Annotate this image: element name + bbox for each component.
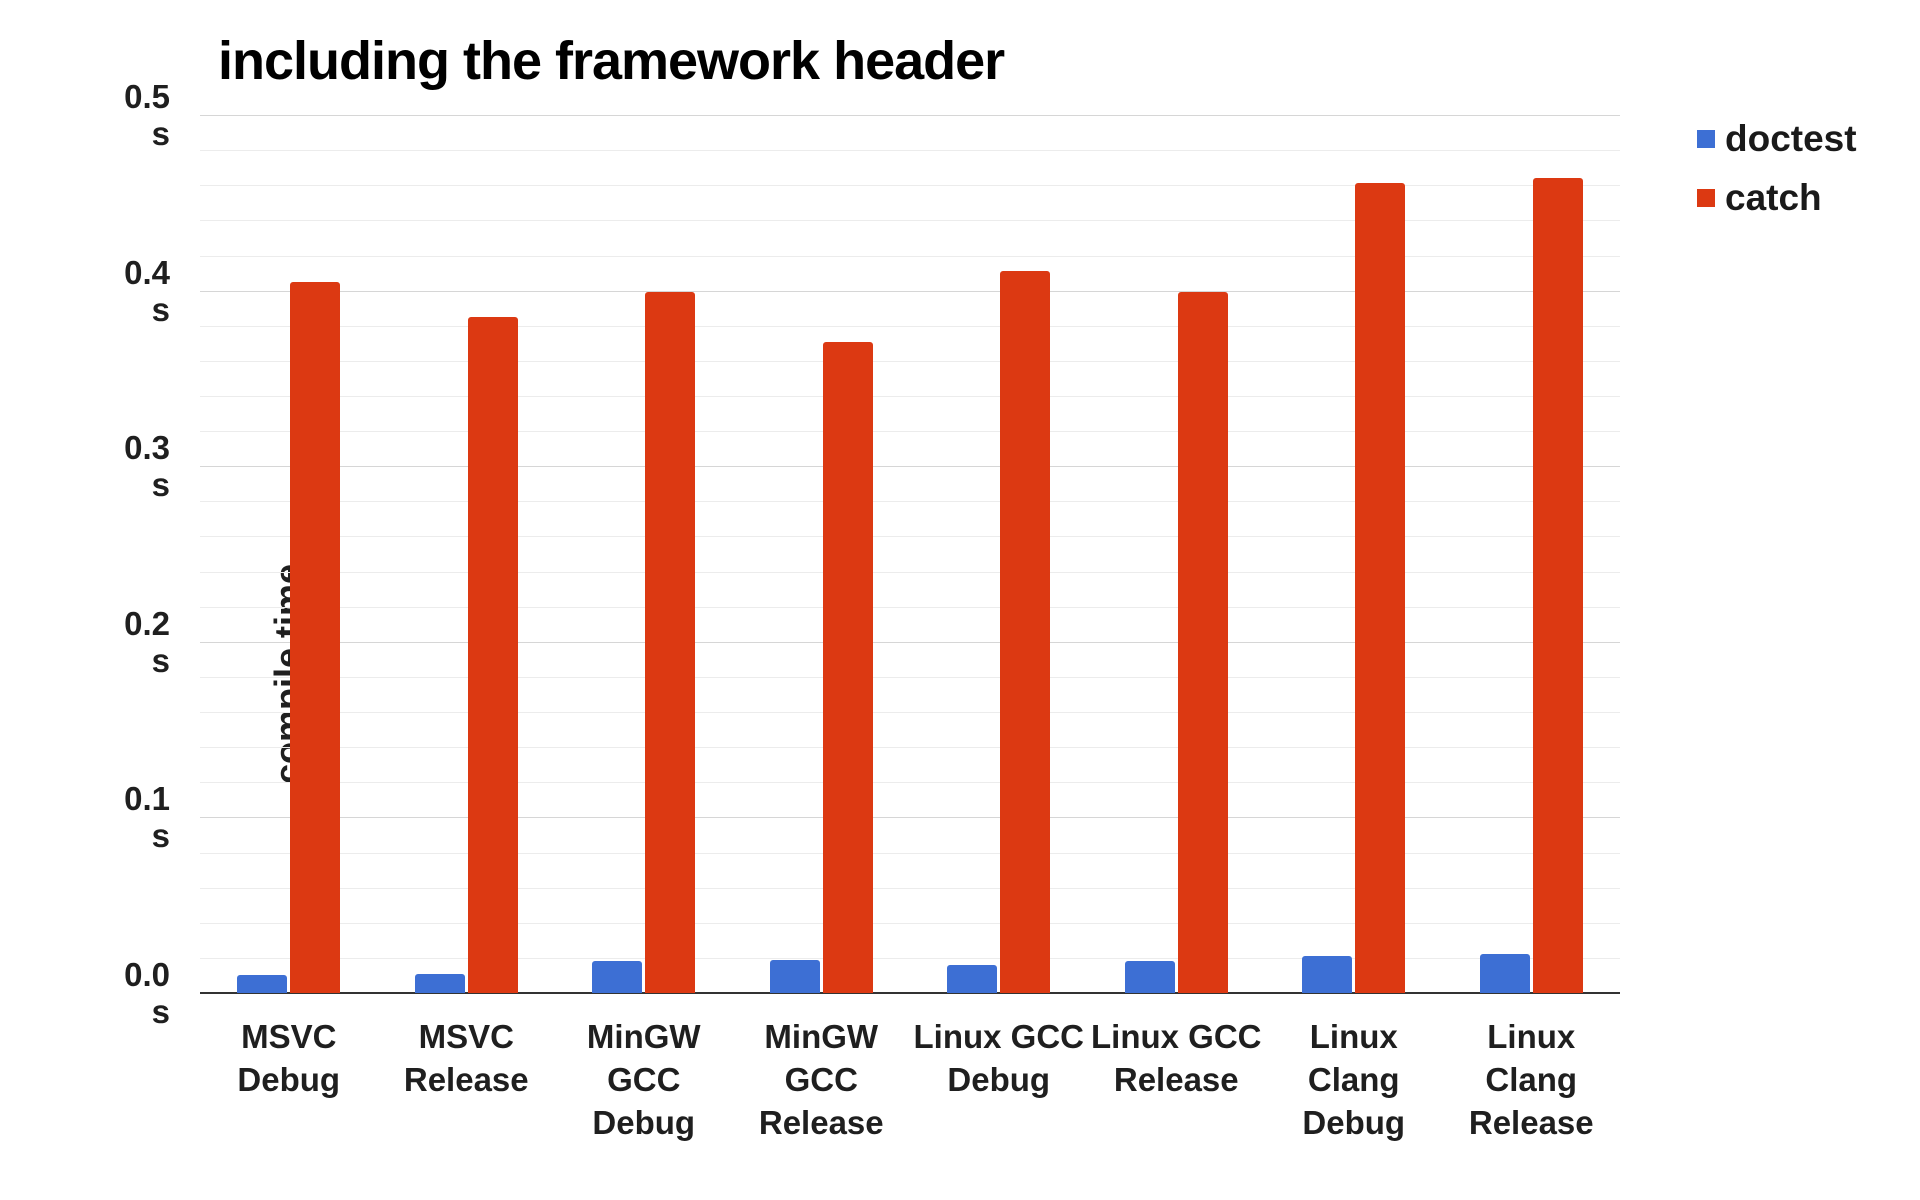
gridline-major [200,290,1620,292]
gridline-major [200,466,1620,468]
gridline-major [200,115,1620,116]
x-axis-label: MinGW GCC Debug [586,1018,701,1141]
plot-area: compile time 0.0 s 0.1 s 0.2 s 0.3 s 0.4 s 0.… [124,78,1621,1141]
bar-catch [467,316,518,993]
gridline-minor [200,325,1620,327]
bar-doctest [414,973,465,993]
x-axis-label: MinGW GCC Release [758,1018,884,1141]
bar-doctest [1302,956,1353,993]
legend-item-catch: catch [1697,179,1857,216]
bar-catch [645,292,696,993]
x-axis-label: MSVC Release [403,1018,529,1098]
x-axis-label: Linux Clang Release [1468,1018,1594,1141]
gridline-minor [200,396,1620,397]
category-slot [733,115,911,993]
legend-item-doctest: doctest [1697,120,1857,157]
bar-doctest [592,961,643,993]
gridline-minor [200,957,1620,959]
category-slot [555,115,733,993]
y-tick-label: 0.0 s [124,956,170,1030]
bar-doctest [1124,961,1175,993]
category-slot [1443,115,1621,993]
gridline-minor [200,712,1620,713]
gridline-minor [200,501,1620,503]
y-tick-label: 0.4 s [124,253,170,328]
bar-catch [1355,183,1406,993]
x-axis-label: Linux GCC Debug [913,1018,1085,1098]
x-axis-label: MSVC Debug [237,1018,341,1098]
category-slot [910,115,1088,993]
gridline-minor [200,220,1620,222]
y-tick-label: 0.3 s [124,429,170,504]
bar-catch [290,281,341,993]
y-tick-label: 0.5 s [124,78,170,152]
catch-swatch-icon [1697,188,1715,207]
y-tick-label: 0.2 s [124,604,170,679]
bar-doctest [769,959,820,993]
gridline-minor [200,255,1620,257]
gridline-minor [200,571,1620,573]
gridline-minor [200,782,1620,784]
gridline-minor [200,606,1620,608]
gridline-minor [200,185,1620,187]
gridline-major [200,641,1620,643]
bar-doctest [237,975,288,993]
gridline-minor [200,676,1620,678]
bar-catch [1532,178,1583,993]
gridline-minor [200,150,1620,152]
gridline-minor [200,922,1620,924]
chart-title: including the framework header [218,31,1005,91]
doctest-swatch-icon [1697,129,1715,148]
bar-doctest [1479,954,1530,993]
x-axis-line [200,992,1620,994]
x-axis-label: Linux Clang Debug [1302,1018,1406,1141]
gridline-minor [200,852,1620,854]
category-slot [200,115,378,993]
gridline-major [200,817,1620,819]
category-slot [378,115,556,993]
legend-label-doctest: doctest [1725,118,1857,159]
bar-catch [822,341,873,993]
y-tick-label: 0.1 s [124,780,170,855]
category-slot [1088,115,1266,993]
legend-label-catch: catch [1725,177,1822,218]
bar-catch [1177,292,1228,993]
x-axis-label: Linux GCC Release [1091,1018,1262,1098]
gridline-minor [200,360,1620,362]
gridline-minor [200,431,1620,433]
bar-catch [1000,271,1051,993]
gridline-minor [200,747,1620,749]
category-slot [1265,115,1443,993]
legend: doctest catch [1697,120,1857,216]
bar-doctest [947,964,998,993]
gridline-minor [200,887,1620,889]
gridline-minor [200,536,1620,538]
